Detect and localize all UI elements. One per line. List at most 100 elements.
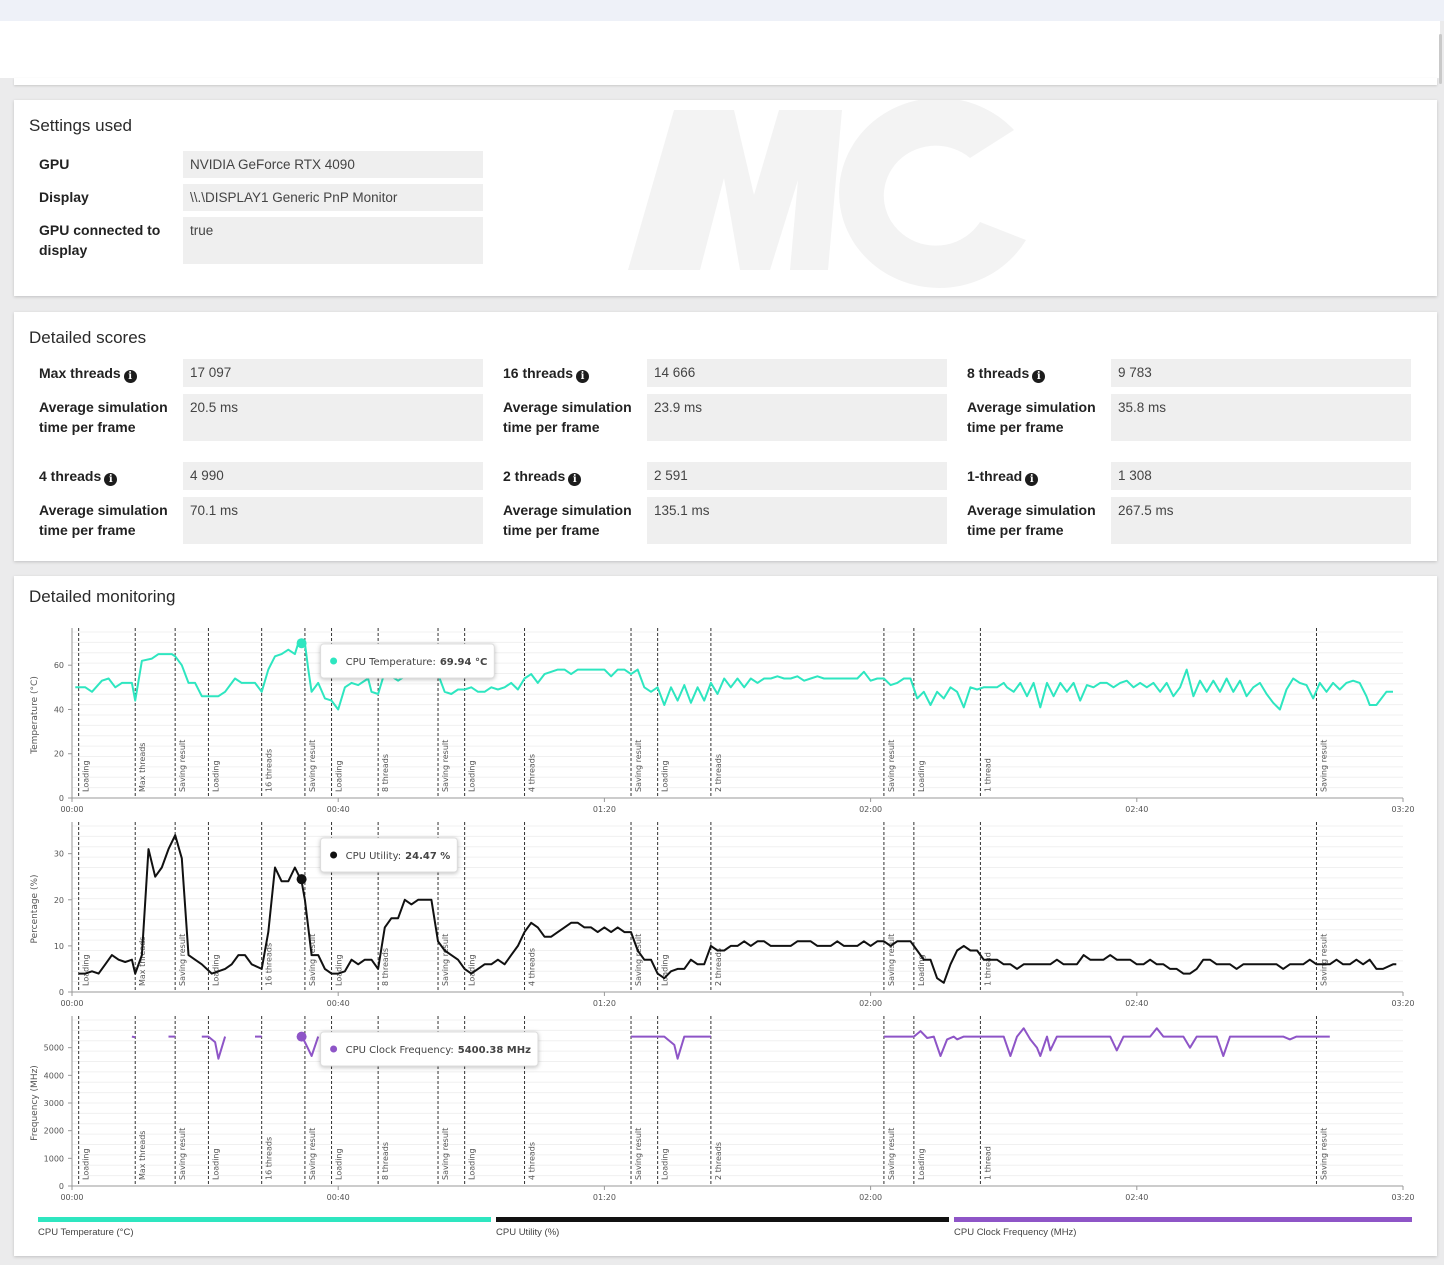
phase-label: 16 threads — [265, 1137, 274, 1180]
avg-sim-time-label: Average simulation time per frame — [503, 399, 632, 435]
y-tick-label: 30 — [54, 850, 64, 859]
phase-label: 1 thread — [983, 1146, 992, 1180]
avg-sim-time-label: Average simulation time per frame — [503, 502, 632, 538]
legend-bar-frequency[interactable] — [954, 1217, 1412, 1222]
score-label: 4 threads i — [39, 466, 118, 486]
y-axis-label: Temperature (°C) — [30, 676, 40, 755]
legend-bar-utility[interactable] — [496, 1217, 949, 1222]
tooltip-box — [320, 837, 458, 873]
score-label: 16 threads i — [503, 363, 590, 383]
tooltip-label: CPU Utility: — [346, 851, 402, 862]
y-tick-label: 5000 — [44, 1044, 64, 1053]
x-tick-label: 03:20 — [1391, 999, 1414, 1008]
chart-1: 0 10 20 30 Percentage (%) 00:00 00:40 01:20 02:0… — [30, 822, 1415, 1008]
phase-label: Max threads — [138, 1131, 147, 1180]
tooltip-label: CPU Clock Frequency: — [346, 1045, 454, 1056]
settings-display-label: Display — [39, 189, 89, 205]
score-label-text: 16 threads — [503, 365, 574, 381]
phase-label: Loading — [661, 1148, 670, 1180]
series-line — [631, 1035, 711, 1060]
info-icon[interactable]: i — [1032, 370, 1046, 383]
phase-label: 1 thread — [983, 952, 992, 986]
info-icon[interactable]: i — [1025, 473, 1039, 486]
phase-label: 4 threads — [528, 1142, 537, 1180]
x-tick-label: 00:00 — [60, 999, 83, 1008]
phase-label: Saving result — [634, 1128, 643, 1180]
settings-display-value: \\.\DISPLAY1 Generic PnP Monitor — [183, 184, 483, 211]
info-icon[interactable]: i — [123, 370, 137, 383]
settings-title: Settings used — [29, 116, 133, 135]
y-tick-label: 20 — [54, 750, 64, 759]
phase-label: Saving result — [887, 934, 896, 986]
phase-label: 2 threads — [714, 754, 723, 792]
chart-0: 0 20 40 60 Temperature (°C) 00:00 00:40 01:20 02… — [30, 628, 1415, 814]
legend-label-utility: CPU Utility (%) — [496, 1227, 560, 1238]
info-icon[interactable]: i — [104, 473, 118, 486]
phase-label: Saving result — [441, 934, 450, 986]
score-label: 1-thread i — [967, 466, 1039, 486]
series-line — [75, 642, 1393, 711]
tooltip-value: 5400.38 MHz — [458, 1045, 531, 1056]
avg-sim-time-label: Average simulation time per frame — [967, 502, 1096, 538]
tooltip-text: CPU Clock Frequency: 5400.38 MHz — [346, 1045, 532, 1056]
tooltip-label: CPU Temperature: — [346, 657, 436, 668]
phase-label: 16 threads — [265, 749, 274, 792]
x-tick-label: 02:40 — [1125, 1193, 1148, 1202]
info-icon[interactable]: i — [576, 370, 590, 383]
y-tick-label: 3000 — [44, 1099, 64, 1108]
x-tick-label: 00:40 — [327, 1193, 350, 1202]
avg-sim-time-value: 135.1 ms — [647, 497, 947, 544]
settings-gpu-connected-label: GPU connected to display — [39, 222, 161, 258]
phase-label: Loading — [335, 760, 344, 792]
phase-label: Loading — [468, 760, 477, 792]
score-label: 8 threads i — [967, 363, 1046, 383]
phase-label: 8 threads — [381, 948, 390, 986]
phase-label: Saving result — [1319, 1128, 1328, 1180]
header-card-bottom — [14, 78, 1437, 85]
phase-label: 4 threads — [528, 754, 537, 792]
score-value: 1 308 — [1111, 462, 1411, 490]
tooltip-value: 24.47 % — [405, 851, 450, 862]
tooltip-box — [320, 1031, 539, 1067]
info-icon[interactable]: i — [568, 473, 582, 486]
phase-label: Loading — [661, 954, 670, 986]
settings-panel: Settings used GPU NVIDIA GeForce RTX 409… — [14, 100, 1437, 296]
x-tick-label: 00:40 — [327, 805, 350, 814]
phase-label: Loading — [917, 760, 926, 792]
score-label-text: 2 threads — [503, 468, 566, 484]
phase-label: Loading — [917, 954, 926, 986]
tooltip-text: CPU Temperature: 69.94 °C — [346, 657, 488, 668]
phase-label: 8 threads — [381, 1142, 390, 1180]
settings-gpu-connected-value: true — [183, 217, 483, 264]
y-tick-label: 1000 — [44, 1154, 64, 1163]
phase-label: Loading — [211, 1148, 220, 1180]
page-scrollbar[interactable] — [1439, 34, 1442, 84]
x-tick-label: 02:00 — [859, 1193, 882, 1202]
x-tick-label: 02:00 — [859, 999, 882, 1008]
x-tick-label: 00:00 — [60, 1193, 83, 1202]
phase-label: Max threads — [138, 743, 147, 792]
tooltip-box — [320, 643, 495, 679]
tooltip-dot — [330, 851, 338, 859]
score-label: 2 threads i — [503, 466, 582, 486]
phase-label: Loading — [468, 1148, 477, 1180]
score-label-text: Max threads — [39, 365, 121, 381]
header-area — [0, 21, 1440, 78]
phase-label: Saving result — [308, 934, 317, 986]
phase-label: Saving result — [1319, 740, 1328, 792]
mc-watermark-logo — [628, 100, 1026, 288]
phase-label: Loading — [211, 954, 220, 986]
phase-label: Saving result — [441, 1128, 450, 1180]
score-value: 14 666 — [647, 359, 947, 387]
hover-marker — [296, 1031, 307, 1042]
legend-bar-temperature[interactable] — [38, 1217, 491, 1222]
y-tick-label: 2000 — [44, 1127, 64, 1136]
phase-label: Loading — [335, 1148, 344, 1180]
y-axis-label: Frequency (MHz) — [30, 1065, 40, 1141]
phase-label: Saving result — [634, 934, 643, 986]
x-tick-label: 03:20 — [1391, 1193, 1414, 1202]
tooltip: CPU Utility: 24.47 % — [320, 837, 458, 873]
y-tick-label: 40 — [54, 705, 64, 714]
phase-label: Max threads — [138, 937, 147, 986]
phase-label: Saving result — [634, 740, 643, 792]
